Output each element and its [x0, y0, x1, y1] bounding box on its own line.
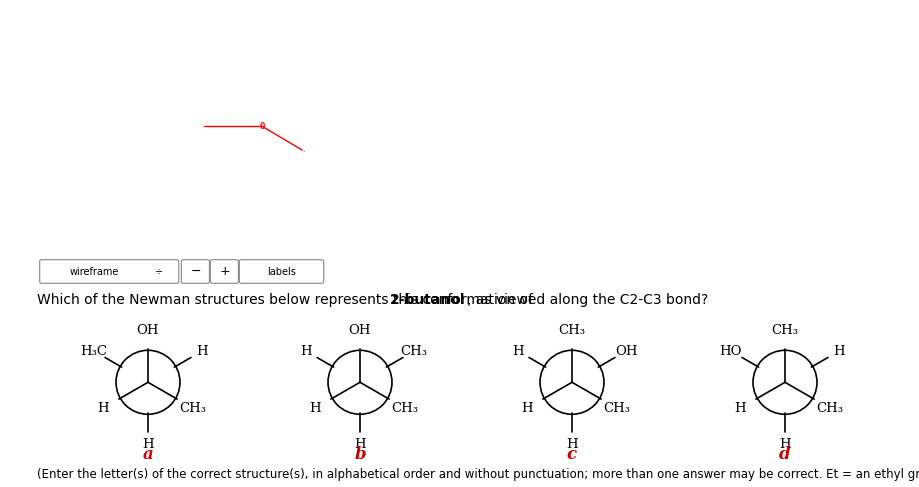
Text: H: H [833, 345, 844, 357]
Text: 2-butanol: 2-butanol [390, 293, 465, 306]
Text: OH: OH [614, 345, 637, 357]
Text: a: a [142, 446, 153, 463]
Text: H: H [521, 402, 532, 415]
Text: H: H [354, 438, 366, 451]
Text: b: b [354, 446, 366, 463]
Text: wireframe: wireframe [70, 266, 119, 277]
Text: OH: OH [137, 324, 159, 337]
Text: CH₃: CH₃ [771, 324, 798, 337]
Text: Which of the Newman structures below represents this conformation of: Which of the Newman structures below rep… [37, 293, 537, 306]
Text: H: H [163, 134, 168, 143]
Text: OH: OH [348, 324, 371, 337]
Text: H: H [300, 345, 312, 357]
Text: CH₃: CH₃ [815, 402, 843, 415]
Text: H: H [218, 94, 222, 104]
FancyBboxPatch shape [40, 260, 178, 283]
Text: H: H [118, 151, 123, 161]
Text: H: H [778, 438, 790, 451]
FancyBboxPatch shape [210, 260, 238, 283]
FancyBboxPatch shape [239, 260, 323, 283]
Text: H: H [733, 402, 745, 415]
Text: CH₃: CH₃ [558, 324, 584, 337]
Text: CH₃: CH₃ [391, 402, 418, 415]
Text: H: H [512, 345, 523, 357]
Text: CH₃: CH₃ [400, 345, 427, 357]
Text: H: H [196, 345, 208, 357]
Text: ÷: ÷ [155, 266, 163, 277]
Text: H₃C: H₃C [80, 345, 108, 357]
Text: O: O [259, 122, 265, 131]
Text: C: C [221, 40, 226, 49]
Text: H: H [211, 147, 216, 156]
Text: H: H [259, 30, 265, 39]
Text: H: H [309, 402, 321, 415]
Text: H: H [205, 13, 210, 21]
Text: HO: HO [719, 345, 742, 357]
Text: +: + [219, 265, 230, 278]
Text: d: d [778, 446, 790, 463]
Text: H: H [565, 438, 577, 451]
Text: H: H [142, 438, 153, 451]
Text: C: C [188, 82, 194, 91]
Text: H: H [137, 75, 142, 84]
Text: , as viewed along the C2-C3 bond?: , as viewed along the C2-C3 bond? [467, 293, 708, 306]
Text: c: c [566, 446, 576, 463]
FancyBboxPatch shape [181, 260, 210, 283]
Text: CH₃: CH₃ [179, 402, 206, 415]
Text: C: C [201, 122, 207, 131]
Text: CH₃: CH₃ [603, 402, 630, 415]
Text: −: − [190, 265, 200, 278]
Text: labels: labels [267, 266, 296, 277]
Text: (Enter the letter(s) of the correct structure(s), in alphabetical order and with: (Enter the letter(s) of the correct stru… [37, 468, 919, 481]
Text: H: H [97, 402, 108, 415]
Text: H: H [166, 194, 171, 203]
Text: C: C [160, 162, 165, 170]
Text: H: H [301, 147, 306, 156]
